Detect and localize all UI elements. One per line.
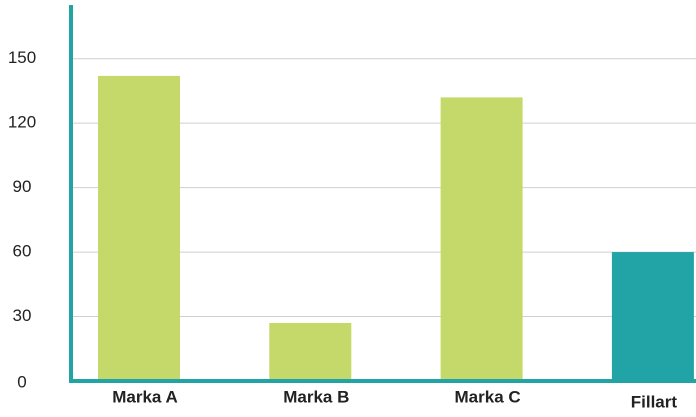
y-tick-label: 60 xyxy=(13,242,32,261)
bar xyxy=(611,252,694,381)
x-tick-label: Marka B xyxy=(283,387,349,406)
bar xyxy=(269,322,352,381)
y-tick-label: 90 xyxy=(13,177,32,196)
x-tick-label: Marka A xyxy=(112,387,178,406)
y-tick-label: 120 xyxy=(8,113,36,132)
x-tick-label: Fillart xyxy=(631,392,678,411)
y-tick-label: 0 xyxy=(17,372,26,391)
bar xyxy=(440,97,523,381)
bar xyxy=(98,75,180,381)
y-tick-label: 150 xyxy=(8,48,36,67)
x-tick-label: Marka C xyxy=(455,387,521,406)
y-tick-label: 30 xyxy=(13,306,32,325)
